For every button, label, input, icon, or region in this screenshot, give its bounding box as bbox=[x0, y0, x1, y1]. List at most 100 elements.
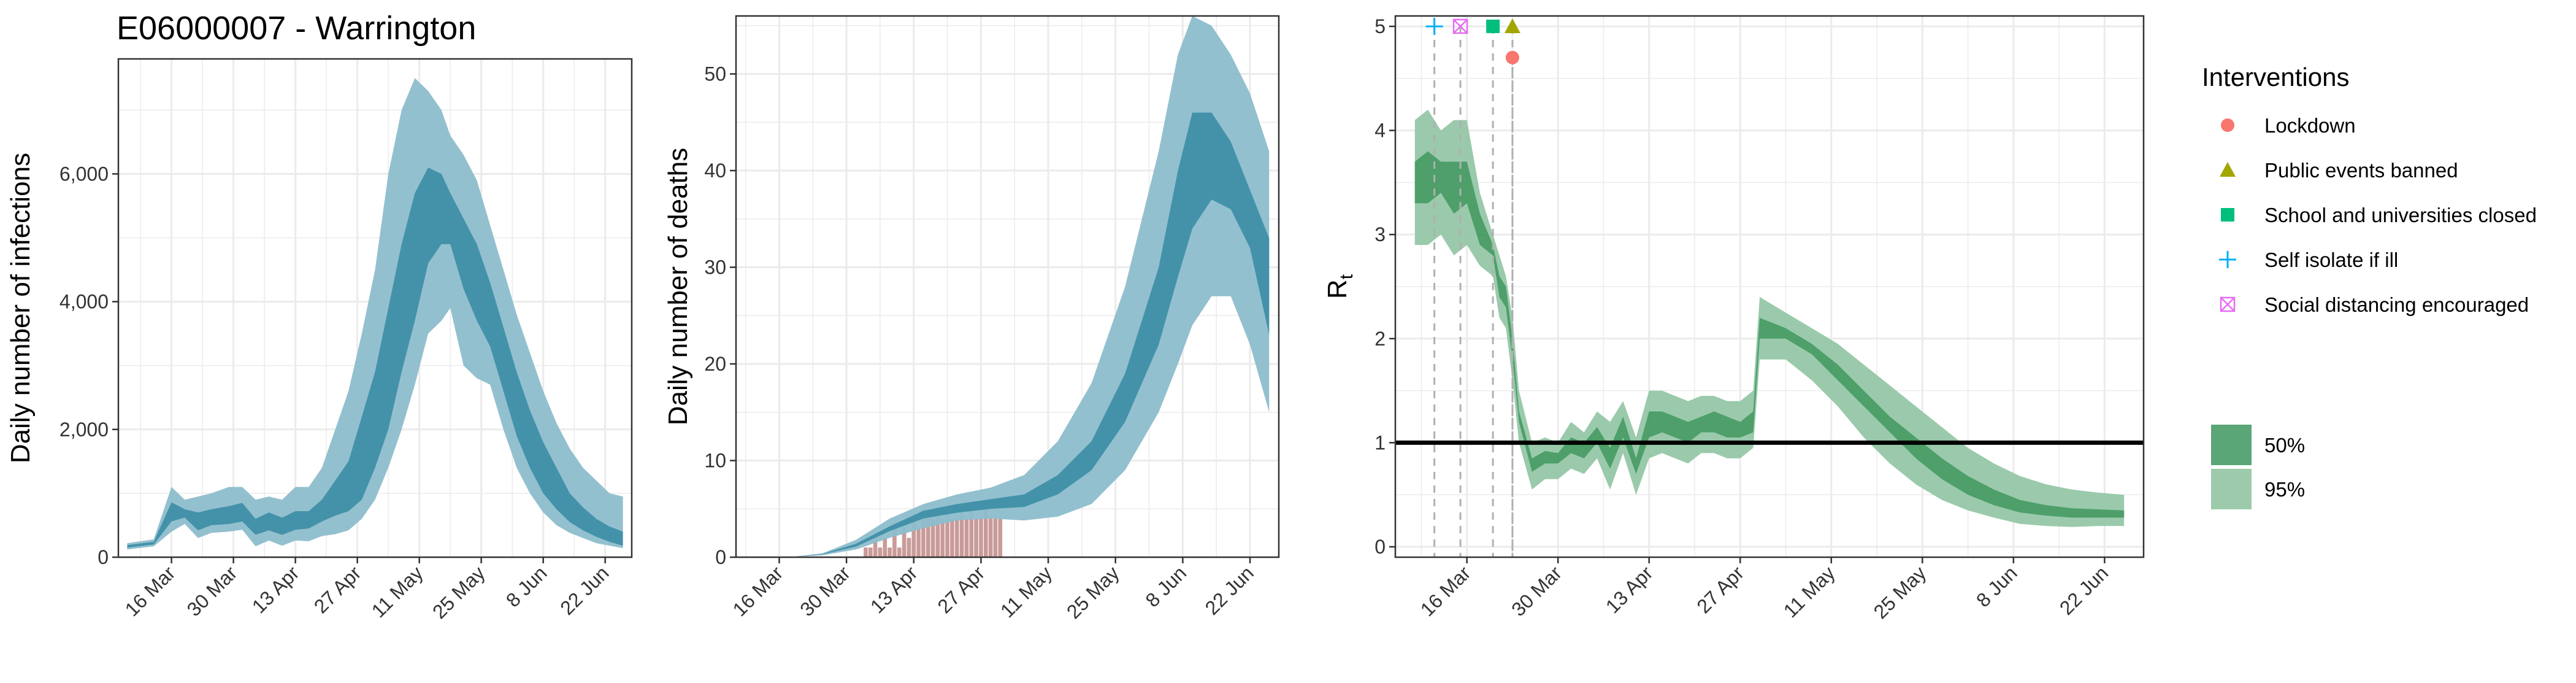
legend-key-triangle bbox=[2220, 162, 2236, 177]
y-tick-label: 30 bbox=[704, 257, 726, 279]
legend-key-boxcross bbox=[2220, 296, 2236, 312]
x-tick-label: 25 May bbox=[1062, 561, 1124, 623]
x-tick-label: 11 May bbox=[367, 561, 427, 622]
observed-death-bar bbox=[921, 509, 926, 557]
y-tick-label: 0 bbox=[1374, 536, 1386, 558]
band-50 bbox=[127, 168, 623, 548]
plot-frame bbox=[1394, 15, 2145, 558]
observed-death-bar bbox=[878, 547, 883, 557]
observed-death-bar bbox=[950, 519, 954, 557]
y-tick-label: 20 bbox=[704, 353, 726, 375]
observed-death-bar bbox=[926, 519, 930, 557]
legend-title: Interventions bbox=[2202, 63, 2349, 91]
y-tick-label: 2 bbox=[1374, 328, 1386, 350]
observed-death-bar bbox=[964, 519, 969, 557]
legend-label: Lockdown bbox=[2264, 114, 2356, 137]
x-tick-label: 13 Apr bbox=[1601, 561, 1657, 617]
observed-death-bar bbox=[873, 538, 878, 557]
x-tick-label: 25 May bbox=[428, 561, 489, 623]
x-tick-label: 22 Jun bbox=[556, 561, 613, 619]
observed-death-bar bbox=[907, 538, 911, 557]
x-tick-label: 30 Mar bbox=[1507, 561, 1566, 620]
x-tick-label: 27 Apr bbox=[1692, 561, 1748, 617]
y-axis-title: Daily number of infections bbox=[6, 153, 36, 463]
intervention-marker-square bbox=[1486, 19, 1500, 33]
y-axis: 0 1 2 3 4 5 bbox=[1374, 15, 1395, 558]
x-tick-label: 27 Apr bbox=[310, 561, 366, 617]
observed-death-bar bbox=[887, 547, 892, 557]
y-tick-label: 4,000 bbox=[59, 291, 109, 313]
legend-band-label: 95% bbox=[2264, 478, 2305, 501]
y-tick-label: 0 bbox=[715, 546, 726, 568]
y-axis: 0 2,000 4,000 6,000 bbox=[59, 163, 118, 568]
x-tick-label: 8 Jun bbox=[502, 561, 551, 611]
observed-death-bar bbox=[897, 547, 902, 557]
intervention-marker-circle bbox=[1505, 50, 1519, 64]
box bbox=[2220, 296, 2236, 312]
x-tick-label: 22 Jun bbox=[2055, 561, 2112, 619]
legend-label: Social distancing encouraged bbox=[2264, 293, 2529, 316]
y-tick-label: 1 bbox=[1374, 431, 1386, 453]
x-tick-label: 13 Apr bbox=[248, 561, 304, 617]
y-axis-title: Daily number of deaths bbox=[663, 148, 693, 425]
intervention-marker-triangle bbox=[1504, 18, 1520, 33]
y-tick-label: 40 bbox=[704, 160, 726, 182]
x-tick-label: 11 May bbox=[996, 561, 1056, 622]
legend-band-label: 50% bbox=[2264, 434, 2305, 457]
band-95 bbox=[1414, 109, 2125, 527]
legend-key-square bbox=[2221, 208, 2234, 222]
x-axis: 16 Mar 30 Mar 13 Apr 27 Apr 11 May 25 May 8 Ju… bbox=[729, 557, 1258, 623]
observed-death-bar bbox=[892, 528, 897, 557]
observed-death-bar bbox=[940, 519, 945, 557]
observed-death-bar bbox=[916, 528, 921, 557]
cross-b bbox=[1453, 19, 1468, 34]
legend: Interventions Lockdown Public events bann… bbox=[2202, 63, 2537, 509]
y-tick-label: 6,000 bbox=[59, 163, 109, 185]
y-axis: 0 10 20 30 40 50 bbox=[704, 63, 736, 568]
x-tick-label: 8 Jun bbox=[1141, 561, 1191, 611]
observed-death-bar bbox=[983, 509, 988, 557]
panel-rt: 0 1 2 3 4 5 16 Mar 30 Mar 13 Apr 27 Apr 11 May 25 M… bbox=[1322, 15, 2145, 623]
observed-death-bar bbox=[930, 519, 935, 557]
x-tick-label: 11 May bbox=[1779, 561, 1839, 622]
band-50 bbox=[789, 112, 1270, 557]
x-tick-label: 16 Mar bbox=[1416, 561, 1475, 620]
observed-death-bar bbox=[979, 519, 983, 557]
y-tick-label: 0 bbox=[98, 546, 109, 568]
x-tick-label: 16 Mar bbox=[729, 561, 788, 620]
observed-death-bar bbox=[864, 547, 868, 557]
legend-label: Public events banned bbox=[2264, 159, 2458, 182]
panel-infections: 0 2,000 4,000 6,000 16 Mar 30 Mar 13 Apr 27 Apr… bbox=[6, 58, 633, 623]
x-tick-label: 30 Mar bbox=[183, 561, 242, 620]
observed-death-bar bbox=[954, 519, 959, 557]
observed-death-bar bbox=[902, 528, 907, 557]
plot-frame bbox=[117, 58, 633, 558]
y-tick-label: 10 bbox=[704, 450, 726, 472]
legend-bands: 50% 95% bbox=[2211, 425, 2305, 509]
intervention-markers bbox=[1425, 17, 1520, 557]
observed-deaths-bars bbox=[864, 509, 1003, 557]
legend-key-plus bbox=[2219, 251, 2236, 268]
x-tick-label: 16 Mar bbox=[121, 561, 180, 620]
panel-deaths: 0 10 20 30 40 50 16 Mar 30 Mar 13 Apr 27 Apr 11 Ma… bbox=[663, 15, 1280, 623]
x-tick-label: 27 Apr bbox=[933, 561, 989, 617]
observed-death-bar bbox=[988, 519, 993, 557]
observed-death-bar bbox=[974, 519, 978, 557]
x-axis: 16 Mar 30 Mar 13 Apr 27 Apr 11 May 25 May 8 Ju… bbox=[1416, 557, 2112, 623]
x-tick-label: 13 Apr bbox=[866, 561, 922, 617]
y-axis-title: Rt bbox=[1322, 274, 1357, 299]
chart-title: E06000007 - Warrington bbox=[117, 10, 476, 47]
intervention-marker-plus bbox=[1425, 17, 1443, 35]
band-95 bbox=[127, 78, 623, 550]
band-50 bbox=[1414, 151, 2125, 518]
x-tick-label: 22 Jun bbox=[1201, 561, 1258, 619]
legend-key-circle bbox=[2221, 118, 2234, 132]
cross-b bbox=[2220, 297, 2235, 312]
y-tick-label: 2,000 bbox=[59, 419, 109, 441]
observed-death-bar bbox=[868, 547, 873, 557]
observed-death-bar bbox=[935, 509, 940, 557]
observed-death-bar bbox=[998, 519, 1003, 557]
observed-death-bar bbox=[911, 519, 916, 557]
observed-death-bar bbox=[883, 538, 887, 557]
